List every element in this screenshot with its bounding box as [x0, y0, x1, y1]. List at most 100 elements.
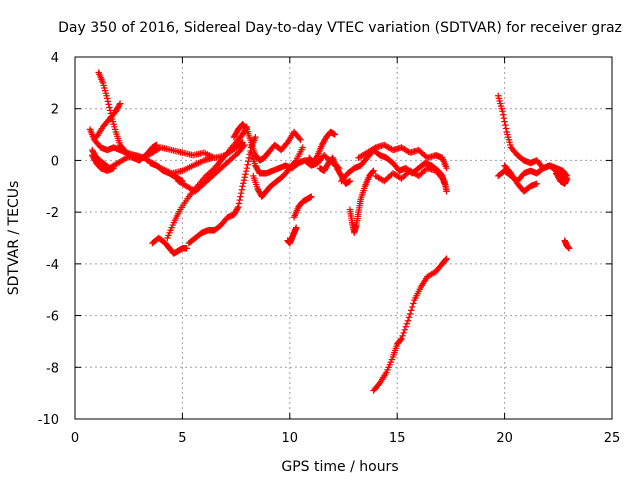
y-tick-label: 4: [51, 51, 59, 66]
data-point: [235, 203, 242, 211]
data-point: [236, 196, 243, 204]
series-arc-u: [370, 255, 450, 394]
data-point: [399, 332, 406, 340]
data-point: [407, 307, 415, 314]
x-tick-label: 10: [282, 431, 299, 446]
series-arc-r: [346, 167, 377, 237]
series-arc-k: [230, 121, 304, 164]
y-tick-label: 0: [51, 154, 59, 169]
data-point: [235, 200, 243, 207]
data-point: [106, 104, 113, 111]
data-point: [241, 141, 248, 149]
data-point: [245, 158, 252, 165]
data-point: [313, 153, 321, 160]
data-point: [308, 193, 315, 200]
data-point: [243, 164, 251, 172]
series-arc-aa: [561, 237, 573, 252]
data-point: [209, 154, 216, 162]
grid-lines: [75, 57, 612, 419]
data-point: [116, 101, 123, 109]
data-point: [234, 205, 241, 212]
data-point: [403, 320, 411, 327]
data-point: [443, 255, 450, 262]
data-point: [410, 300, 417, 307]
data-point: [401, 326, 408, 333]
x-tick-label: 0: [71, 431, 79, 446]
data-point: [533, 180, 541, 187]
data-point: [252, 133, 259, 141]
data-point: [565, 245, 573, 252]
data-point: [296, 135, 303, 142]
series-arc-n: [284, 224, 300, 247]
data-point: [121, 155, 129, 162]
data-point: [369, 168, 377, 175]
series-arc-p: [305, 128, 339, 167]
y-tick-label: -8: [46, 361, 59, 376]
data-point: [402, 323, 409, 330]
y-tick-label: 2: [51, 103, 59, 118]
series-arc-y: [501, 162, 541, 195]
data-point: [499, 108, 506, 115]
series-arc-e: [88, 152, 117, 174]
chart-title: Day 350 of 2016, Sidereal Day-to-day VTE…: [58, 20, 622, 36]
data-point: [244, 161, 251, 168]
data-point: [183, 245, 190, 252]
y-tick-label: -4: [46, 258, 59, 273]
x-axis-label: GPS time / hours: [281, 459, 398, 475]
data-point: [443, 188, 450, 195]
data-point: [242, 171, 249, 178]
series-arc-i: [164, 123, 251, 242]
data-point: [398, 335, 405, 343]
data-point: [237, 193, 244, 200]
data-point: [242, 168, 250, 175]
data-point: [502, 121, 509, 129]
plot-frame: [74, 56, 613, 420]
y-axis-label: SDTVAR / TECUs: [6, 181, 22, 296]
series-arc-h: [149, 234, 190, 257]
y-tick-label: -2: [46, 206, 59, 221]
data-point: [443, 164, 450, 172]
data-point: [241, 174, 248, 181]
data-point: [397, 336, 404, 343]
data-point: [104, 95, 111, 102]
data-point: [105, 101, 112, 108]
y-tick-label: -6: [46, 310, 59, 325]
series-arc-m: [250, 144, 306, 200]
axis-ticks: [74, 56, 613, 420]
data-point: [406, 310, 414, 318]
data-point: [110, 164, 117, 172]
data-point: [237, 189, 245, 197]
data-point: [405, 314, 413, 321]
data-point: [240, 177, 248, 184]
series-arc-q: [316, 154, 354, 187]
series-arc-o: [290, 193, 315, 221]
data-point: [409, 303, 416, 311]
data-point: [293, 224, 300, 231]
data-point: [563, 175, 571, 182]
data-point: [370, 167, 377, 174]
series-arc-b: [95, 69, 160, 164]
data-point: [371, 145, 378, 152]
data-point: [240, 180, 247, 187]
data-point: [346, 177, 354, 185]
data-point: [291, 158, 299, 165]
data-point: [239, 183, 246, 190]
data-point: [500, 114, 508, 122]
y-tick-label: -10: [38, 413, 59, 428]
data-point: [107, 110, 114, 117]
data-point: [400, 329, 407, 337]
data-point: [499, 111, 507, 118]
data-point: [331, 131, 339, 138]
data-point: [297, 136, 304, 143]
data-point: [502, 125, 510, 132]
x-tick-label: 5: [178, 431, 186, 446]
data-points: [86, 69, 573, 394]
series-arc-z: [552, 170, 571, 187]
data-point: [238, 186, 246, 193]
data-point: [104, 98, 112, 105]
x-tick-label: 20: [496, 431, 513, 446]
data-point: [404, 317, 412, 324]
data-point: [245, 154, 253, 162]
data-point: [442, 256, 450, 263]
